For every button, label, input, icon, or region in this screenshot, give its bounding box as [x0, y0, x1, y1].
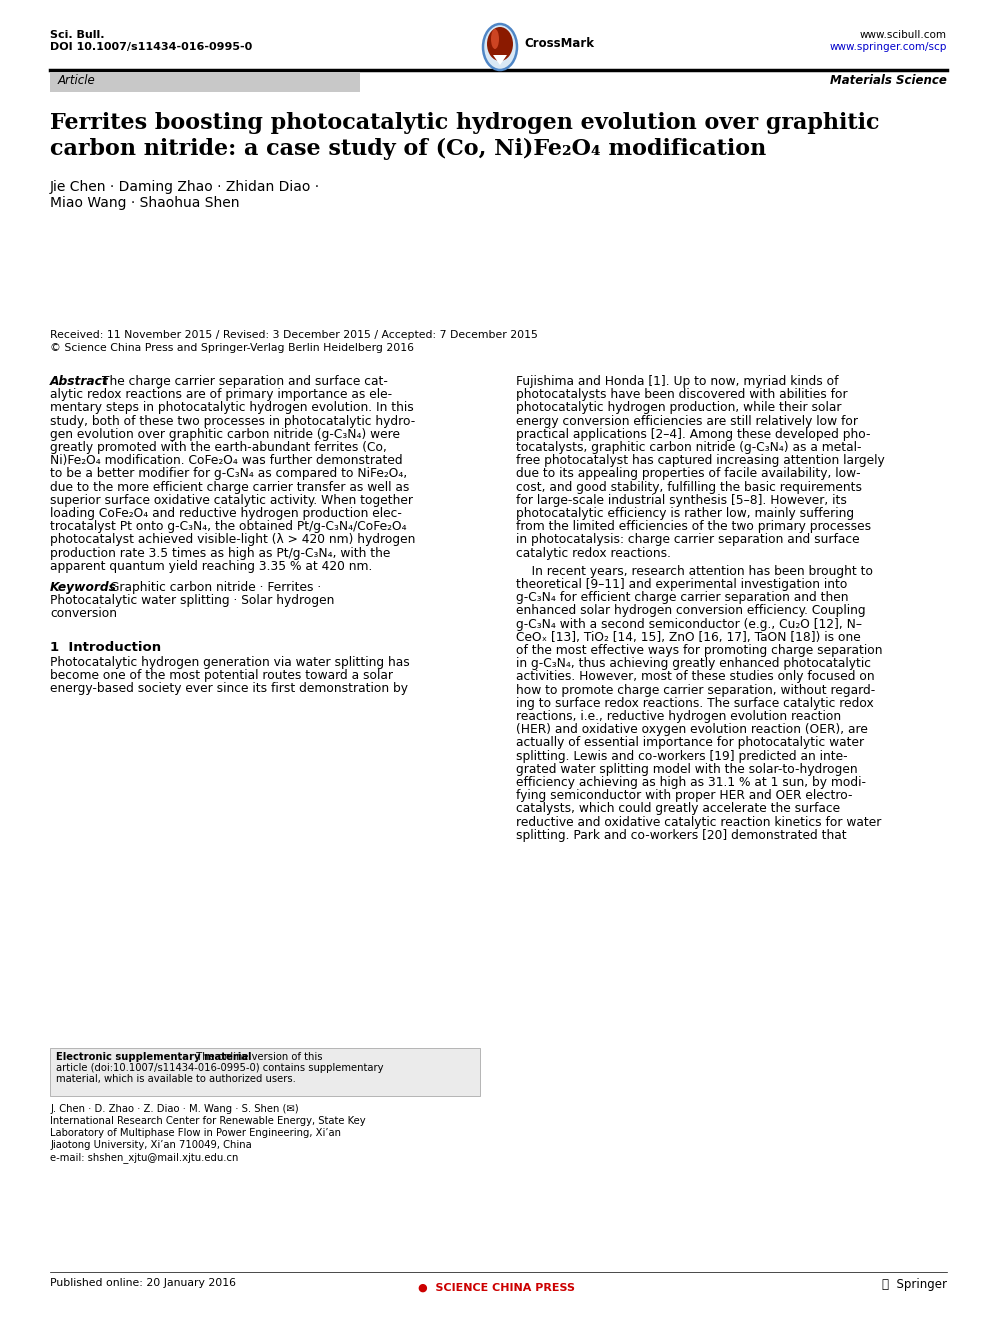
Text: photocatalyst achieved visible-light (λ > 420 nm) hydrogen: photocatalyst achieved visible-light (λ …	[50, 534, 416, 547]
Text: Miao Wang · Shaohua Shen: Miao Wang · Shaohua Shen	[50, 196, 239, 210]
Text: g-C₃N₄ with a second semiconductor (e.g., Cu₂O [12], N–: g-C₃N₄ with a second semiconductor (e.g.…	[516, 618, 862, 630]
Text: The charge carrier separation and surface cat-: The charge carrier separation and surfac…	[102, 376, 388, 387]
Text: practical applications [2–4]. Among these developed pho-: practical applications [2–4]. Among thes…	[516, 428, 871, 440]
Text: production rate 3.5 times as high as Pt/g-C₃N₄, with the: production rate 3.5 times as high as Pt/…	[50, 547, 391, 560]
Text: free photocatalyst has captured increasing attention largely: free photocatalyst has captured increasi…	[516, 455, 885, 467]
Text: ⨃  Springer: ⨃ Springer	[882, 1278, 947, 1292]
Text: Published online: 20 January 2016: Published online: 20 January 2016	[50, 1278, 236, 1288]
Polygon shape	[493, 55, 507, 65]
Ellipse shape	[487, 26, 513, 61]
Text: Photocatalytic hydrogen generation via water splitting has: Photocatalytic hydrogen generation via w…	[50, 655, 410, 668]
Text: become one of the most potential routes toward a solar: become one of the most potential routes …	[50, 668, 393, 681]
Text: Electronic supplementary material: Electronic supplementary material	[56, 1052, 252, 1062]
Text: © Science China Press and Springer-Verlag Berlin Heidelberg 2016: © Science China Press and Springer-Verla…	[50, 343, 414, 353]
Text: greatly promoted with the earth-abundant ferrites (Co,: greatly promoted with the earth-abundant…	[50, 442, 387, 453]
Text: of the most effective ways for promoting charge separation: of the most effective ways for promoting…	[516, 645, 883, 656]
Text: (HER) and oxidative oxygen evolution reaction (OER), are: (HER) and oxidative oxygen evolution rea…	[516, 724, 868, 737]
Text: efficiency achieving as high as 31.1 % at 1 sun, by modi-: efficiency achieving as high as 31.1 % a…	[516, 776, 866, 789]
Text: Graphitic carbon nitride · Ferrites ·: Graphitic carbon nitride · Ferrites ·	[110, 581, 321, 594]
Text: trocatalyst Pt onto g-C₃N₄, the obtained Pt/g-C₃N₄/CoFe₂O₄: trocatalyst Pt onto g-C₃N₄, the obtained…	[50, 521, 407, 534]
Text: loading CoFe₂O₄ and reductive hydrogen production elec-: loading CoFe₂O₄ and reductive hydrogen p…	[50, 507, 402, 521]
Text: gen evolution over graphitic carbon nitride (g-C₃N₄) were: gen evolution over graphitic carbon nitr…	[50, 428, 400, 440]
Text: tocatalysts, graphitic carbon nitride (g-C₃N₄) as a metal-: tocatalysts, graphitic carbon nitride (g…	[516, 442, 861, 453]
Text: theoretical [9–11] and experimental investigation into: theoretical [9–11] and experimental inve…	[516, 579, 847, 590]
Text: grated water splitting model with the solar-to-hydrogen: grated water splitting model with the so…	[516, 763, 858, 776]
Text: International Research Center for Renewable Energy, State Key: International Research Center for Renewa…	[50, 1116, 366, 1126]
Text: carbon nitride: a case study of (Co, Ni)Fe₂O₄ modification: carbon nitride: a case study of (Co, Ni)…	[50, 138, 766, 159]
Text: 1  Introduction: 1 Introduction	[50, 641, 161, 654]
Text: Jiaotong University, Xi’an 710049, China: Jiaotong University, Xi’an 710049, China	[50, 1140, 252, 1151]
Text: in g-C₃N₄, thus achieving greatly enhanced photocatalytic: in g-C₃N₄, thus achieving greatly enhanc…	[516, 658, 871, 670]
Text: Abstract: Abstract	[50, 376, 109, 387]
Text: due to the more efficient charge carrier transfer as well as: due to the more efficient charge carrier…	[50, 481, 410, 494]
Text: e-mail: shshen_xjtu@mail.xjtu.edu.cn: e-mail: shshen_xjtu@mail.xjtu.edu.cn	[50, 1152, 238, 1162]
Text: Photocatalytic water splitting · Solar hydrogen: Photocatalytic water splitting · Solar h…	[50, 594, 334, 608]
Text: photocatalysts have been discovered with abilities for: photocatalysts have been discovered with…	[516, 389, 847, 401]
Text: www.scibull.com: www.scibull.com	[860, 30, 947, 40]
Text: CrossMark: CrossMark	[524, 37, 594, 50]
Text: ing to surface redox reactions. The surface catalytic redox: ing to surface redox reactions. The surf…	[516, 697, 874, 710]
Text: catalytic redox reactions.: catalytic redox reactions.	[516, 547, 671, 560]
Text: alytic redox reactions are of primary importance as ele-: alytic redox reactions are of primary im…	[50, 389, 392, 401]
Text: Sci. Bull.: Sci. Bull.	[50, 30, 104, 40]
Text: study, both of these two processes in photocatalytic hydro-: study, both of these two processes in ph…	[50, 415, 416, 427]
Text: The online version of this: The online version of this	[190, 1052, 322, 1062]
Text: for large-scale industrial synthesis [5–8]. However, its: for large-scale industrial synthesis [5–…	[516, 494, 847, 507]
Text: www.springer.com/scp: www.springer.com/scp	[829, 42, 947, 51]
Ellipse shape	[483, 24, 517, 70]
Text: Jie Chen · Daming Zhao · Zhidan Diao ·: Jie Chen · Daming Zhao · Zhidan Diao ·	[50, 181, 320, 194]
Text: Received: 11 November 2015 / Revised: 3 December 2015 / Accepted: 7 December 201: Received: 11 November 2015 / Revised: 3 …	[50, 330, 538, 340]
Text: from the limited efficiencies of the two primary processes: from the limited efficiencies of the two…	[516, 521, 871, 534]
Text: In recent years, research attention has been brought to: In recent years, research attention has …	[516, 565, 873, 577]
Text: due to its appealing properties of facile availability, low-: due to its appealing properties of facil…	[516, 468, 861, 480]
Text: Materials Science: Materials Science	[830, 74, 947, 87]
Text: splitting. Lewis and co-workers [19] predicted an inte-: splitting. Lewis and co-workers [19] pre…	[516, 750, 847, 763]
FancyBboxPatch shape	[50, 72, 360, 92]
Text: in photocatalysis: charge carrier separation and surface: in photocatalysis: charge carrier separa…	[516, 534, 860, 547]
Text: actually of essential importance for photocatalytic water: actually of essential importance for pho…	[516, 737, 864, 750]
Text: enhanced solar hydrogen conversion efficiency. Coupling: enhanced solar hydrogen conversion effic…	[516, 605, 866, 617]
FancyBboxPatch shape	[50, 1048, 480, 1097]
Text: DOI 10.1007/s11434-016-0995-0: DOI 10.1007/s11434-016-0995-0	[50, 42, 252, 51]
Text: cost, and good stability, fulfilling the basic requirements: cost, and good stability, fulfilling the…	[516, 481, 862, 494]
Text: mentary steps in photocatalytic hydrogen evolution. In this: mentary steps in photocatalytic hydrogen…	[50, 402, 414, 414]
Text: article (doi:10.1007/s11434-016-0995-0) contains supplementary: article (doi:10.1007/s11434-016-0995-0) …	[56, 1064, 384, 1073]
Text: reactions, i.e., reductive hydrogen evolution reaction: reactions, i.e., reductive hydrogen evol…	[516, 710, 841, 724]
Text: Ferrites boosting photocatalytic hydrogen evolution over graphitic: Ferrites boosting photocatalytic hydroge…	[50, 112, 880, 134]
Text: Article: Article	[58, 74, 96, 87]
Text: photocatalytic efficiency is rather low, mainly suffering: photocatalytic efficiency is rather low,…	[516, 507, 854, 521]
Text: catalysts, which could greatly accelerate the surface: catalysts, which could greatly accelerat…	[516, 803, 840, 816]
Text: J. Chen · D. Zhao · Z. Diao · M. Wang · S. Shen (✉): J. Chen · D. Zhao · Z. Diao · M. Wang · …	[50, 1104, 299, 1114]
Text: Ni)Fe₂O₄ modification. CoFe₂O₄ was further demonstrated: Ni)Fe₂O₄ modification. CoFe₂O₄ was furth…	[50, 455, 403, 467]
Ellipse shape	[491, 29, 499, 49]
Text: fying semiconductor with proper HER and OER electro-: fying semiconductor with proper HER and …	[516, 789, 852, 803]
Text: apparent quantum yield reaching 3.35 % at 420 nm.: apparent quantum yield reaching 3.35 % a…	[50, 560, 372, 573]
Text: ●  SCIENCE CHINA PRESS: ● SCIENCE CHINA PRESS	[418, 1282, 574, 1293]
Text: how to promote charge carrier separation, without regard-: how to promote charge carrier separation…	[516, 684, 875, 697]
Text: energy-based society ever since its first demonstration by: energy-based society ever since its firs…	[50, 681, 408, 695]
Text: Fujishima and Honda [1]. Up to now, myriad kinds of: Fujishima and Honda [1]. Up to now, myri…	[516, 376, 838, 387]
Text: photocatalytic hydrogen production, while their solar: photocatalytic hydrogen production, whil…	[516, 402, 841, 414]
Text: energy conversion efficiencies are still relatively low for: energy conversion efficiencies are still…	[516, 415, 858, 427]
Text: material, which is available to authorized users.: material, which is available to authoriz…	[56, 1074, 296, 1083]
Text: g-C₃N₄ for efficient charge carrier separation and then: g-C₃N₄ for efficient charge carrier sepa…	[516, 592, 848, 604]
Text: to be a better modifier for g-C₃N₄ as compared to NiFe₂O₄,: to be a better modifier for g-C₃N₄ as co…	[50, 468, 408, 480]
Text: conversion: conversion	[50, 608, 117, 621]
Text: Laboratory of Multiphase Flow in Power Engineering, Xi’an: Laboratory of Multiphase Flow in Power E…	[50, 1128, 341, 1137]
Text: activities. However, most of these studies only focused on: activities. However, most of these studi…	[516, 671, 875, 684]
Text: CeOₓ [13], TiO₂ [14, 15], ZnO [16, 17], TaON [18]) is one: CeOₓ [13], TiO₂ [14, 15], ZnO [16, 17], …	[516, 631, 861, 643]
Text: splitting. Park and co-workers [20] demonstrated that: splitting. Park and co-workers [20] demo…	[516, 829, 846, 842]
Text: reductive and oxidative catalytic reaction kinetics for water: reductive and oxidative catalytic reacti…	[516, 816, 881, 829]
Text: Keywords: Keywords	[50, 581, 117, 594]
Text: superior surface oxidative catalytic activity. When together: superior surface oxidative catalytic act…	[50, 494, 413, 507]
